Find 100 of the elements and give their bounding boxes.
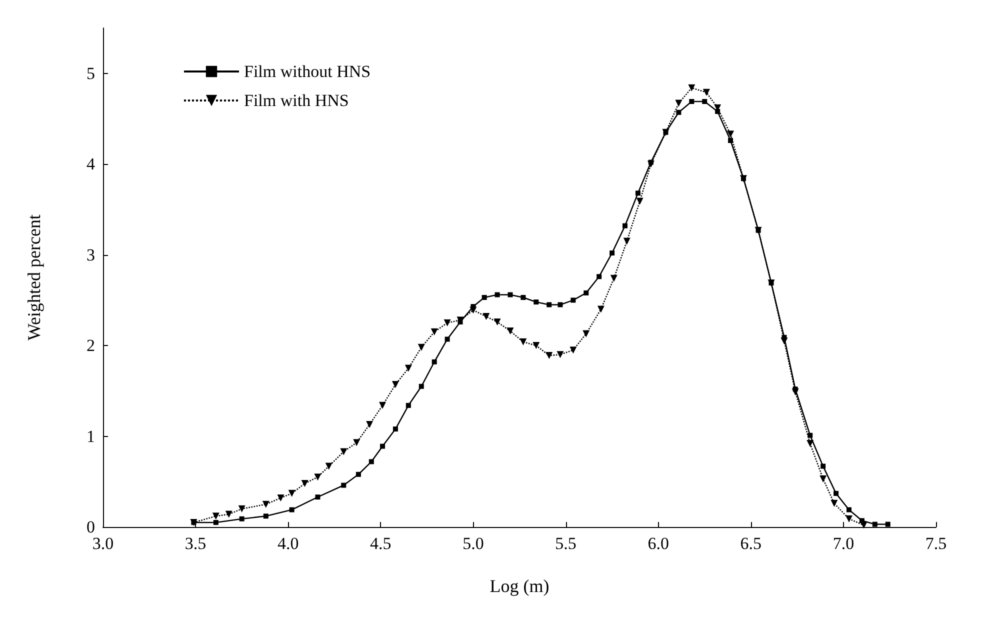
point <box>558 302 563 308</box>
y-tick-label: 3 <box>86 245 95 264</box>
legend-label: Film without HNS <box>244 62 371 81</box>
point <box>635 190 640 196</box>
point <box>379 402 386 409</box>
point <box>596 274 602 280</box>
y-tick-label: 2 <box>86 336 95 356</box>
point <box>432 359 437 364</box>
point <box>392 426 398 432</box>
x-tick-label: 6.0 <box>648 534 669 553</box>
point <box>418 384 424 389</box>
point <box>406 402 411 408</box>
y-tick-label: 4 <box>86 154 96 174</box>
y-axis-title: Weighted percent <box>24 214 44 340</box>
point <box>506 328 514 335</box>
point <box>430 328 438 336</box>
point <box>623 238 630 245</box>
point <box>353 439 360 446</box>
point <box>380 444 386 449</box>
y-tick-label: 5 <box>86 64 95 83</box>
x-tick-label: 6.5 <box>740 534 762 553</box>
point <box>860 522 868 529</box>
point <box>582 330 590 338</box>
legend-label: Film with HNS <box>244 91 349 110</box>
point <box>846 507 852 512</box>
point <box>262 500 270 508</box>
point <box>872 522 878 527</box>
point <box>727 130 734 138</box>
point <box>675 100 682 107</box>
point <box>212 512 220 520</box>
point <box>520 294 526 300</box>
point <box>368 459 374 464</box>
point <box>834 490 839 496</box>
point <box>806 440 814 448</box>
point <box>597 306 604 313</box>
point <box>689 98 694 104</box>
point <box>546 352 553 360</box>
point <box>715 108 720 114</box>
point <box>885 522 890 527</box>
point <box>404 364 412 372</box>
point <box>820 464 826 469</box>
point <box>830 500 838 507</box>
point <box>301 480 308 487</box>
x-tick-label: 5.0 <box>462 534 484 553</box>
point <box>520 338 527 346</box>
point <box>728 138 734 143</box>
point <box>846 515 852 522</box>
x-axis-title: Log (m) <box>490 576 550 596</box>
point <box>808 432 813 438</box>
point <box>482 313 490 320</box>
point <box>392 381 399 388</box>
point <box>444 319 451 326</box>
point <box>702 88 710 96</box>
point <box>622 223 628 228</box>
point <box>636 198 644 205</box>
point <box>610 274 618 282</box>
point <box>494 292 500 298</box>
point <box>356 472 361 477</box>
point <box>225 510 232 518</box>
point <box>792 388 799 396</box>
point <box>470 306 477 314</box>
point <box>508 292 513 298</box>
point <box>647 160 654 168</box>
point <box>610 250 615 256</box>
point <box>570 298 576 303</box>
point <box>340 448 348 456</box>
point <box>584 290 589 296</box>
point <box>263 514 268 519</box>
x-tick-label: 7.0 <box>832 534 854 553</box>
x-tick-label: 3.5 <box>184 534 206 553</box>
point <box>676 110 682 115</box>
point <box>239 516 244 522</box>
point <box>534 299 539 304</box>
x-tick-label: 5.5 <box>555 534 576 553</box>
point <box>780 338 788 345</box>
point <box>213 520 218 525</box>
x-tick-label: 4.0 <box>277 534 299 553</box>
point <box>702 98 708 104</box>
point <box>482 294 487 300</box>
x-tick-label: 4.5 <box>370 534 392 553</box>
point <box>277 494 284 502</box>
point <box>288 490 296 497</box>
point <box>820 475 827 482</box>
point <box>546 302 552 308</box>
x-tick-label: 7.5 <box>925 534 947 553</box>
point <box>418 344 425 351</box>
point <box>341 482 346 488</box>
point <box>494 318 501 326</box>
point <box>570 346 577 354</box>
point <box>556 351 564 358</box>
y-tick-label: 0 <box>86 518 95 536</box>
point <box>289 507 294 512</box>
point <box>444 336 450 342</box>
point <box>315 494 320 500</box>
point <box>314 474 322 481</box>
point <box>532 342 540 350</box>
x-tick-label: 3.0 <box>92 534 114 553</box>
y-tick-label: 1 <box>86 426 95 446</box>
point <box>688 84 696 92</box>
point <box>238 505 246 512</box>
